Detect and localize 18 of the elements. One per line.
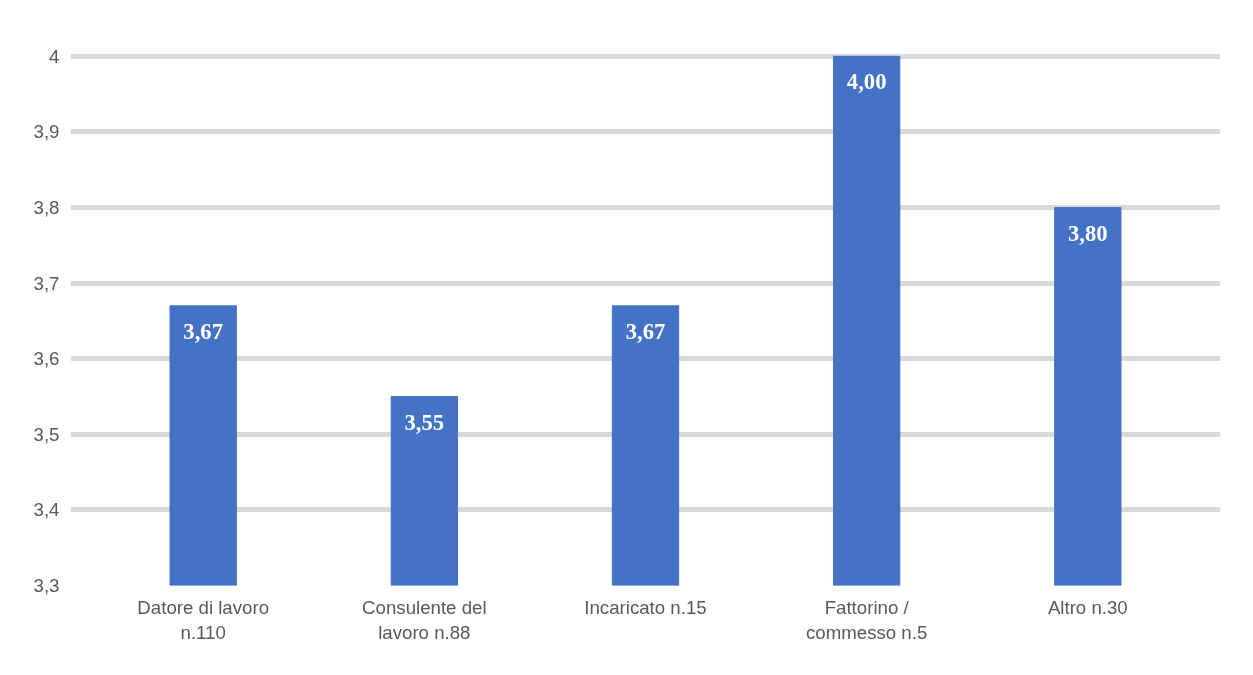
y-tick-label: 4: [49, 45, 60, 67]
y-tick-label: 3,4: [33, 499, 60, 521]
x-tick-label: Datore di lavoro n.110: [137, 596, 270, 643]
y-tick-label: 3,3: [33, 575, 60, 596]
x-tick-label: Fattorino / commesso n.5: [806, 596, 928, 643]
data-label: 3,67: [183, 318, 224, 344]
x-tick-label: Incaricato n.15: [584, 596, 707, 618]
y-tick-label: 3,7: [33, 272, 60, 294]
data-label: 3,55: [404, 409, 445, 435]
data-label: 4,00: [846, 69, 887, 95]
y-tick-label: 3,8: [33, 197, 60, 219]
x-tick-label: Consulente del lavoro n.88: [362, 596, 487, 643]
x-tick-label: Altro n.30: [1047, 596, 1128, 618]
y-tick-label: 3,6: [33, 348, 60, 370]
y-tick-label: 3,9: [33, 121, 60, 143]
data-label: 3,67: [625, 318, 666, 344]
y-tick-label: 3,5: [33, 423, 60, 445]
data-label: 3,80: [1067, 220, 1108, 246]
